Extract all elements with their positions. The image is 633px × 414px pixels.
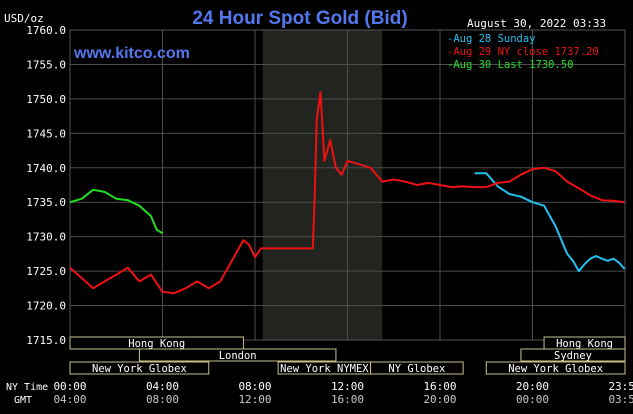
market-box bbox=[69, 361, 210, 375]
x-tick-label-ny: 08:00 bbox=[238, 380, 271, 393]
y-tick-label: 1745.0 bbox=[26, 127, 66, 140]
plot-border bbox=[69, 29, 626, 341]
legend-entry: -Aug 28 Sunday bbox=[447, 33, 536, 45]
x-axis: 00:0004:0004:0008:0008:0012:0012:0016:00… bbox=[53, 380, 633, 406]
x-tick-label-ny: 12:00 bbox=[331, 380, 364, 393]
y-tick-label: 1750.0 bbox=[26, 93, 66, 106]
unit-label: USD/oz bbox=[4, 12, 44, 25]
price-series bbox=[69, 91, 626, 295]
legend-entry: -Aug 29 NY close 1737.20 bbox=[447, 46, 599, 58]
market-label: Hong Kong bbox=[128, 338, 185, 350]
x-tick-label-gmt: 08:00 bbox=[146, 393, 179, 406]
y-tick-label: 1715.0 bbox=[26, 334, 66, 347]
market-box bbox=[370, 361, 464, 375]
x-tick-label-gmt: 16:00 bbox=[331, 393, 364, 406]
x-tick-label-ny: 20:00 bbox=[516, 380, 549, 393]
market-label: New York Globex bbox=[92, 363, 187, 375]
market-box bbox=[138, 348, 337, 362]
y-tick-label: 1720.0 bbox=[26, 300, 66, 313]
x-tick-label-ny: 00:00 bbox=[53, 380, 86, 393]
market-label: Hong Kong bbox=[556, 338, 613, 350]
x-tick-label-gmt: 20:00 bbox=[423, 393, 456, 406]
y-tick-label: 1735.0 bbox=[26, 196, 66, 209]
x-tick-label-ny: 23:59 bbox=[608, 380, 633, 393]
chart-title: 24 Hour Spot Gold (Bid) bbox=[192, 8, 407, 29]
market-label: New York NYMEX bbox=[280, 363, 369, 375]
legend: -Aug 28 Sunday-Aug 29 NY close 1737.20-A… bbox=[447, 33, 599, 71]
x-tick-label-ny: 04:00 bbox=[146, 380, 179, 393]
market-box bbox=[520, 348, 626, 362]
market-label: New York Globex bbox=[508, 363, 603, 375]
y-tick-label: 1730.0 bbox=[26, 231, 66, 244]
gmt-row-label: GMT bbox=[14, 395, 32, 406]
y-tick-label: 1760.0 bbox=[26, 24, 66, 37]
x-tick-label-gmt: 12:00 bbox=[238, 393, 271, 406]
y-tick-label: 1740.0 bbox=[26, 162, 66, 175]
market-label: NY Globex bbox=[388, 363, 445, 375]
series-line-1 bbox=[474, 172, 626, 273]
x-tick-label-ny: 16:00 bbox=[423, 380, 456, 393]
timestamp: August 30, 2022 03:33 bbox=[467, 17, 606, 30]
x-tick-label-gmt: 04:00 bbox=[53, 393, 86, 406]
trading-session-shade bbox=[262, 30, 383, 340]
x-tick-label-gmt: 00:00 bbox=[516, 393, 549, 406]
y-axis-ticks: 1760.0 1755.0 1750.0 1745.0 1740.0 1735.0 1730… bbox=[26, 24, 66, 347]
legend-entry: -Aug 30 Last 1730.50 bbox=[447, 59, 573, 71]
series-line-2 bbox=[69, 91, 625, 295]
y-tick-label: 1725.0 bbox=[26, 265, 66, 278]
market-label: Sydney bbox=[554, 350, 592, 362]
x-tick-label-gmt: 03:59 bbox=[608, 393, 633, 406]
series-line-3 bbox=[69, 188, 164, 235]
watermark: www.kitco.com bbox=[73, 45, 190, 62]
market-box bbox=[485, 361, 626, 375]
y-tick-label: 1755.0 bbox=[26, 58, 66, 71]
market-label: London bbox=[219, 350, 257, 362]
market-hours-bar: Hong Kong London New York Globex New York N… bbox=[69, 336, 626, 375]
ny-time-row-label: NY Time bbox=[6, 382, 48, 393]
